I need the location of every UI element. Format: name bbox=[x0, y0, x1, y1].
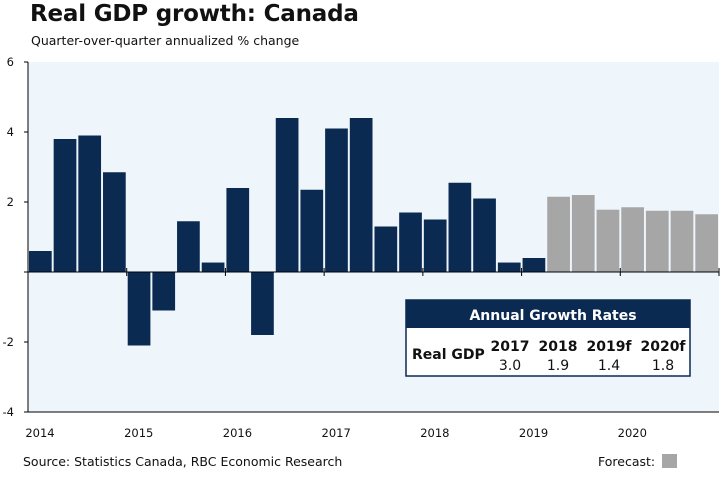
forecast-legend-swatch bbox=[662, 454, 677, 468]
x-tick-label: 2017 bbox=[322, 426, 351, 440]
annual-table-year: 2020f bbox=[640, 339, 686, 355]
x-tick-label: 2018 bbox=[420, 426, 449, 440]
forecast-legend-label: Forecast: bbox=[598, 454, 656, 469]
bar-2018Q2 bbox=[448, 182, 472, 272]
bar-2018Q1 bbox=[423, 219, 447, 272]
bar-2018Q4 bbox=[497, 262, 521, 272]
bar-2020Q1 bbox=[621, 207, 644, 272]
bar-2017Q1 bbox=[325, 128, 348, 272]
bar-2014Q4 bbox=[103, 172, 126, 272]
bar-2019Q2 bbox=[547, 196, 570, 272]
x-tick-label: 2014 bbox=[25, 426, 54, 440]
x-tick-label: 2020 bbox=[618, 426, 647, 440]
bar-2017Q2 bbox=[349, 118, 373, 272]
bar-2016Q3 bbox=[275, 118, 299, 272]
bar-2015Q3 bbox=[177, 221, 200, 272]
chart-subtitle: Quarter-over-quarter annualized % change bbox=[31, 33, 300, 48]
bar-2016Q2 bbox=[251, 272, 274, 335]
bar-2020Q2 bbox=[645, 210, 669, 272]
bar-2015Q2 bbox=[152, 272, 176, 311]
annual-table-year: 2019f bbox=[586, 339, 632, 355]
annual-table-row-label: Real GDP bbox=[412, 347, 485, 363]
bar-2014Q1 bbox=[28, 251, 52, 272]
bar-2015Q4 bbox=[201, 262, 225, 272]
annual-table-value: 1.4 bbox=[598, 358, 620, 374]
bar-2014Q3 bbox=[78, 135, 102, 272]
bar-2018Q3 bbox=[473, 198, 496, 272]
annual-table-header bbox=[406, 300, 690, 328]
y-tick-label: -2 bbox=[3, 335, 14, 349]
bar-2019Q1 bbox=[522, 258, 546, 272]
annual-table-year: 2017 bbox=[491, 339, 530, 355]
y-tick-label: 4 bbox=[7, 125, 14, 139]
x-tick-label: 2016 bbox=[223, 426, 252, 440]
bar-2020Q4 bbox=[695, 214, 719, 272]
chart-title: Real GDP growth: Canada bbox=[30, 1, 359, 27]
bar-2016Q4 bbox=[300, 189, 324, 272]
y-tick-label: 2 bbox=[7, 195, 14, 209]
y-tick-label: -4 bbox=[3, 405, 14, 419]
annual-table-value: 1.8 bbox=[652, 358, 674, 374]
y-tick-label: 6 bbox=[7, 55, 14, 69]
x-tick-label: 2015 bbox=[124, 426, 153, 440]
bar-2016Q1 bbox=[226, 188, 250, 272]
annual-table-title: Annual Growth Rates bbox=[469, 308, 636, 324]
bar-2020Q3 bbox=[670, 210, 694, 272]
bar-2014Q2 bbox=[53, 139, 77, 272]
bar-2019Q3 bbox=[571, 195, 595, 272]
bar-2015Q1 bbox=[127, 272, 151, 346]
annual-table-year: 2018 bbox=[539, 339, 578, 355]
bar-2017Q3 bbox=[374, 226, 398, 272]
bar-2019Q4 bbox=[596, 209, 620, 272]
x-tick-label: 2019 bbox=[519, 426, 548, 440]
source-note: Source: Statistics Canada, RBC Economic … bbox=[23, 454, 343, 469]
annual-table-value: 1.9 bbox=[547, 358, 569, 374]
annual-table-value: 3.0 bbox=[499, 358, 521, 374]
bar-2017Q4 bbox=[399, 212, 422, 272]
